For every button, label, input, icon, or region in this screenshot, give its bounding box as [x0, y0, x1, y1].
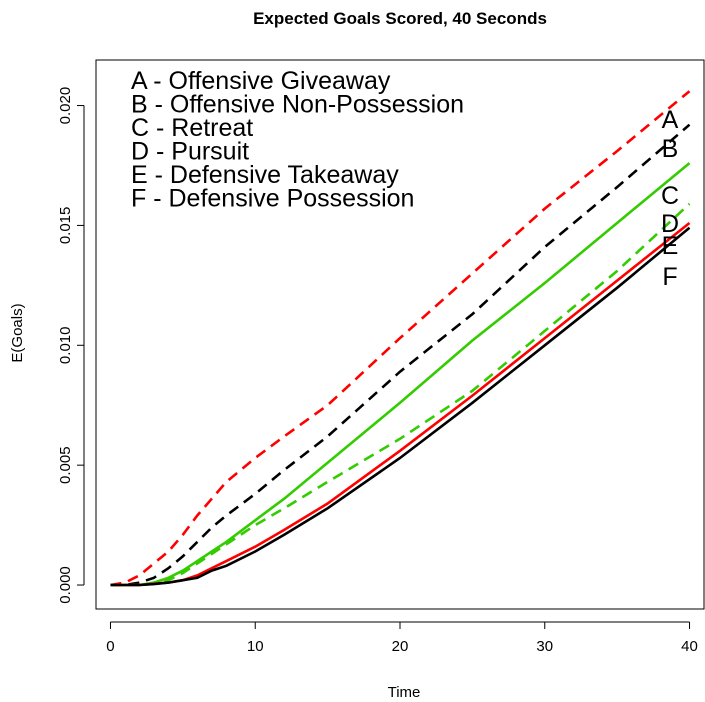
y-axis-title: E(Goals): [9, 303, 26, 362]
y-tick-label: 0.005: [57, 446, 74, 484]
end-label-e: E: [662, 232, 679, 260]
series-a-line: [110, 90, 691, 587]
chart-title: Expected Goals Scored, 40 Seconds: [253, 9, 547, 28]
legend-entry: B - Offensive Non-Possession: [131, 91, 464, 119]
legend-entry: A - Offensive Giveaway: [131, 67, 391, 95]
y-tick-label: 0.020: [57, 87, 74, 125]
series-f-line: [110, 226, 691, 587]
legend-entry: E - Defensive Takeaway: [131, 161, 399, 189]
end-label-c: C: [661, 182, 679, 210]
x-tick-label: 0: [106, 638, 114, 655]
series-layer: [110, 90, 691, 587]
end-label-f: F: [662, 263, 677, 291]
x-tick-label: 30: [536, 638, 553, 655]
end-label-a: A: [662, 106, 679, 134]
series-b-line: [110, 123, 691, 587]
x-tick-label: 10: [247, 638, 264, 655]
plot-frame: [95, 59, 705, 610]
series-d-line: [110, 202, 691, 587]
legend-entry: D - Pursuit: [131, 138, 249, 166]
end-label-d: D: [661, 210, 679, 238]
series-c-line: [110, 162, 691, 587]
legend-entry: C - Retreat: [131, 114, 253, 142]
y-tick-label: 0.015: [57, 207, 74, 245]
legend-entry: F - Defensive Possession: [131, 185, 414, 213]
x-axis: 0 10 20 30 40: [106, 621, 698, 655]
y-axis: 0.000 0.005 0.010 0.015 0.020: [57, 87, 85, 604]
x-tick-label: 40: [681, 638, 698, 655]
y-tick-label: 0.000: [57, 566, 74, 604]
x-axis-title: Time: [388, 684, 421, 701]
y-tick-label: 0.010: [57, 327, 74, 365]
end-label-b: B: [662, 135, 679, 163]
x-tick-label: 20: [392, 638, 409, 655]
